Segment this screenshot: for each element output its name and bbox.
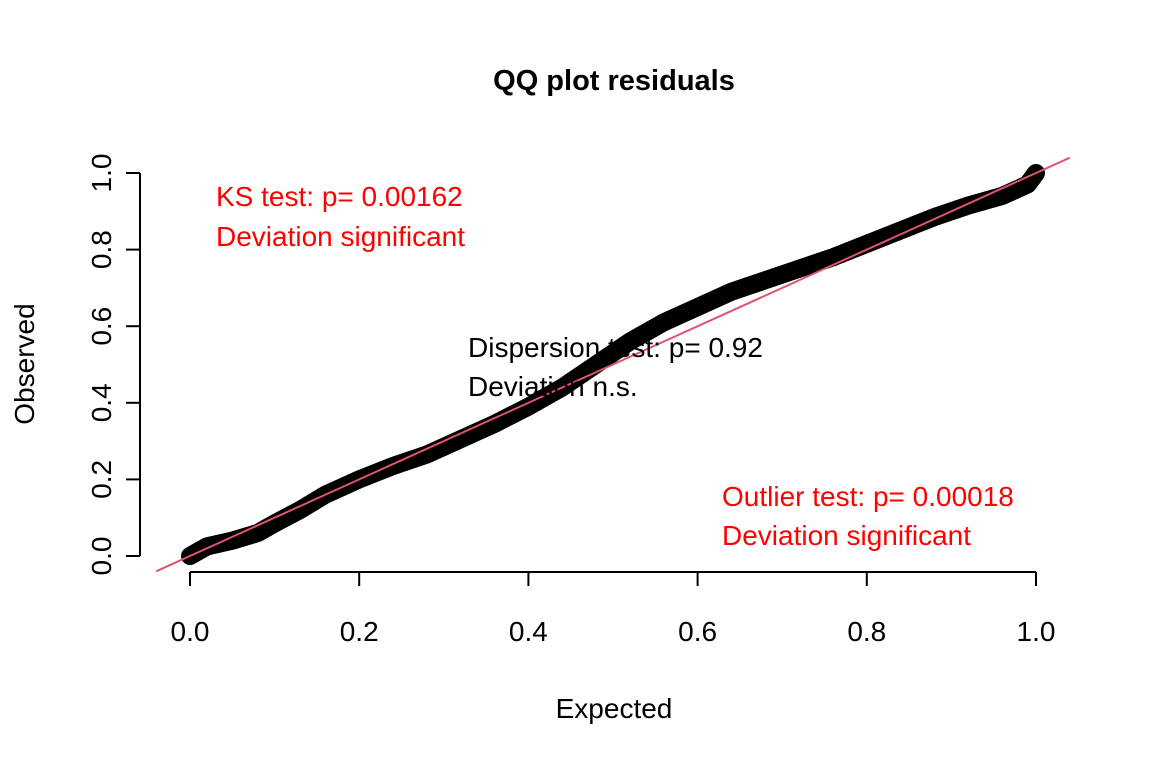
outlier-test-line2: Deviation significant — [722, 520, 971, 551]
ks-test-line1: KS test: p= 0.00162 — [216, 181, 463, 212]
y-tick-label: 0.0 — [86, 537, 117, 576]
chart-title: QQ plot residuals — [493, 65, 735, 97]
ks-test-line2: Deviation significant — [216, 221, 465, 252]
outlier-test-line1: Outlier test: p= 0.00018 — [722, 481, 1014, 512]
x-tick-label: 1.0 — [1017, 616, 1056, 647]
y-axis-ticks: 0.0 0.2 0.4 0.6 0.8 1.0 — [86, 154, 140, 576]
x-tick-label: 0.4 — [509, 616, 548, 647]
reference-line — [155, 156, 1071, 573]
dispersion-test-line2: Deviation n.s. — [468, 371, 638, 402]
y-tick-label: 0.2 — [86, 460, 117, 499]
dispersion-test-line1: Dispersion test: p= 0.92 — [468, 332, 763, 363]
x-tick-label: 0.0 — [171, 616, 210, 647]
y-axis-label: Observed — [9, 303, 40, 424]
x-tick-label: 0.8 — [847, 616, 886, 647]
x-axis-label: Expected — [556, 693, 673, 724]
x-tick-label: 0.6 — [678, 616, 717, 647]
x-tick-label: 0.2 — [340, 616, 379, 647]
y-tick-label: 0.6 — [86, 307, 117, 346]
y-tick-label: 0.8 — [86, 230, 117, 269]
y-tick-label: 1.0 — [86, 154, 117, 193]
y-tick-label: 0.4 — [86, 383, 117, 422]
x-axis-ticks: 0.0 0.2 0.4 0.6 0.8 1.0 — [171, 572, 1056, 647]
